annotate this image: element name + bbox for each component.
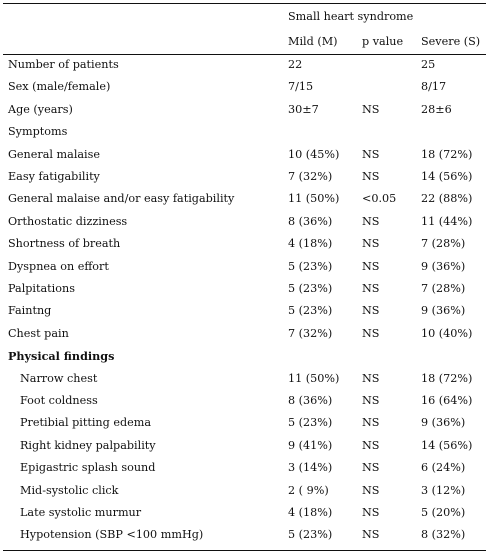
header-rule	[3, 54, 486, 55]
p-value: NS	[362, 259, 380, 273]
mild-value: 5 (23%)	[288, 416, 333, 430]
severe-value: 22 (88%)	[421, 192, 473, 206]
row-label: Number of patients	[8, 58, 119, 71]
section-heading: Physical findings	[8, 349, 115, 364]
row-label: Palpitations	[8, 282, 75, 295]
p-value: NS	[362, 506, 380, 519]
mild-value: 22	[288, 58, 303, 71]
row-label: General malaise	[8, 147, 101, 161]
mild-value: 8 (36%)	[288, 394, 333, 407]
column-header-mild: Mild (M)	[288, 35, 338, 48]
severe-value: 5 (20%)	[421, 506, 466, 519]
severe-value: 14 (56%)	[421, 170, 473, 183]
severe-value: 10 (40%)	[421, 326, 473, 340]
row-label: Pretibial pitting edema	[20, 416, 152, 430]
mild-value: 7/15	[288, 80, 314, 94]
severe-value: 18 (72%)	[421, 371, 473, 385]
mild-value: 2 ( 9%)	[288, 483, 329, 497]
row-label: Chest pain	[8, 326, 69, 340]
severe-value: 14 (56%)	[421, 438, 473, 452]
p-value: NS	[362, 528, 380, 542]
row-label: Foot coldness	[20, 394, 98, 407]
p-value: NS	[362, 102, 380, 116]
p-value: NS	[362, 170, 380, 183]
table-top-rule	[3, 3, 486, 5]
mild-value: 9 (41%)	[288, 438, 333, 452]
severe-value: 9 (36%)	[421, 304, 466, 318]
p-value: NS	[362, 237, 380, 251]
row-label: Age (years)	[8, 102, 73, 116]
severe-value: 9 (36%)	[421, 259, 466, 273]
p-value: NS	[362, 483, 380, 497]
p-value: <0.05	[362, 192, 397, 206]
p-value: NS	[362, 394, 380, 407]
row-label: Right kidney palpability	[20, 438, 156, 452]
mild-value: 7 (32%)	[288, 170, 333, 183]
p-value: NS	[362, 147, 380, 161]
p-value: NS	[362, 326, 380, 340]
severe-value: 8/17	[421, 80, 447, 94]
row-label: Narrow chest	[20, 371, 98, 385]
row-label: Dyspnea on effort	[8, 259, 109, 273]
section-heading: Symptoms	[8, 125, 68, 139]
severe-value: 6 (24%)	[421, 461, 466, 475]
row-label: Easy fatigability	[8, 170, 100, 183]
severe-value: 18 (72%)	[421, 147, 473, 161]
mild-value: 8 (36%)	[288, 214, 333, 228]
severe-value: 7 (28%)	[421, 282, 466, 295]
severe-value: 8 (32%)	[421, 528, 466, 542]
column-header-severe: Severe (S)	[421, 35, 481, 48]
row-label: Epigastric splash sound	[20, 461, 156, 475]
mild-value: 10 (45%)	[288, 147, 340, 161]
severe-value: 16 (64%)	[421, 394, 473, 407]
mild-value: 3 (14%)	[288, 461, 333, 475]
p-value: NS	[362, 304, 380, 318]
row-label: Hypotension (SBP <100 mmHg)	[20, 528, 204, 542]
mild-value: 4 (18%)	[288, 506, 333, 519]
mild-value: 5 (23%)	[288, 282, 333, 295]
mild-value: 11 (50%)	[288, 192, 340, 206]
severe-value: 3 (12%)	[421, 483, 466, 497]
severe-value: 25	[421, 58, 436, 71]
mild-value: 4 (18%)	[288, 237, 333, 251]
mild-value: 5 (23%)	[288, 528, 333, 542]
row-label: Late systolic murmur	[20, 506, 142, 519]
p-value: NS	[362, 416, 380, 430]
severe-value: 9 (36%)	[421, 416, 466, 430]
mild-value: 11 (50%)	[288, 371, 340, 385]
p-value: NS	[362, 371, 380, 385]
severe-value: 7 (28%)	[421, 237, 466, 251]
mild-value: 7 (32%)	[288, 326, 333, 340]
p-value: NS	[362, 438, 380, 452]
group-header: Small heart syndrome	[288, 10, 414, 23]
column-header-p-value: p value	[362, 35, 404, 48]
p-value: NS	[362, 214, 380, 228]
p-value: NS	[362, 461, 380, 475]
row-label: Orthostatic dizziness	[8, 214, 128, 228]
p-value: NS	[362, 282, 380, 295]
row-label: Shortness of breath	[8, 237, 121, 251]
row-label: Faintng	[8, 304, 52, 318]
mild-value: 5 (23%)	[288, 259, 333, 273]
row-label: Mid-systolic click	[20, 483, 119, 497]
mild-value: 30±7	[288, 102, 319, 116]
severe-value: 28±6	[421, 102, 452, 116]
severe-value: 11 (44%)	[421, 214, 473, 228]
row-label: General malaise and/or easy fatigability	[8, 192, 235, 206]
mild-value: 5 (23%)	[288, 304, 333, 318]
row-label: Sex (male/female)	[8, 80, 111, 94]
table-bottom-rule	[3, 550, 486, 552]
